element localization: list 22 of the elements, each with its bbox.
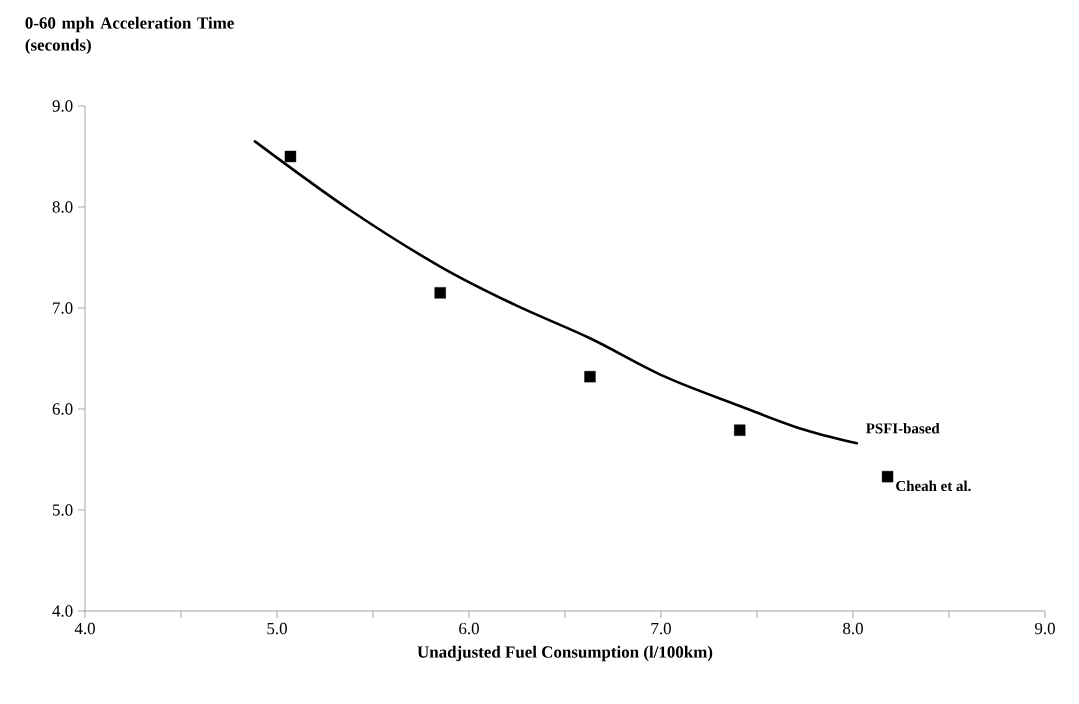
x-tick-label: 5.0 bbox=[267, 622, 287, 635]
y-tick-label: 6.0 bbox=[52, 403, 73, 415]
point bbox=[434, 287, 446, 299]
x-tick-label: 9.0 bbox=[1034, 622, 1055, 635]
point bbox=[284, 150, 297, 163]
point bbox=[584, 370, 596, 383]
point bbox=[734, 424, 746, 436]
y-tick-label: 5.0 bbox=[52, 504, 73, 516]
y-axis-title: 0-60 mph Acceleration Time (seconds) bbox=[25, 16, 234, 55]
line-series bbox=[253, 140, 859, 445]
y-tick-label: 7.0 bbox=[53, 302, 73, 314]
series-label: PSFI-based bbox=[866, 422, 940, 434]
x-tick-label: 7.0 bbox=[651, 622, 671, 635]
y-tick-label: 4.0 bbox=[52, 605, 73, 617]
y-tick-label: 9.0 bbox=[52, 100, 73, 112]
series-label: Cheah et al. bbox=[896, 480, 971, 492]
y-tick-label: 8.0 bbox=[52, 201, 73, 213]
x-tick-label: 4.0 bbox=[74, 622, 95, 635]
x-tick-label: 8.0 bbox=[843, 622, 863, 635]
point bbox=[881, 470, 894, 483]
x-axis-title: Unadjusted Fuel Consumption (l/100km) bbox=[417, 645, 713, 662]
x-tick-label: 6.0 bbox=[459, 622, 479, 635]
